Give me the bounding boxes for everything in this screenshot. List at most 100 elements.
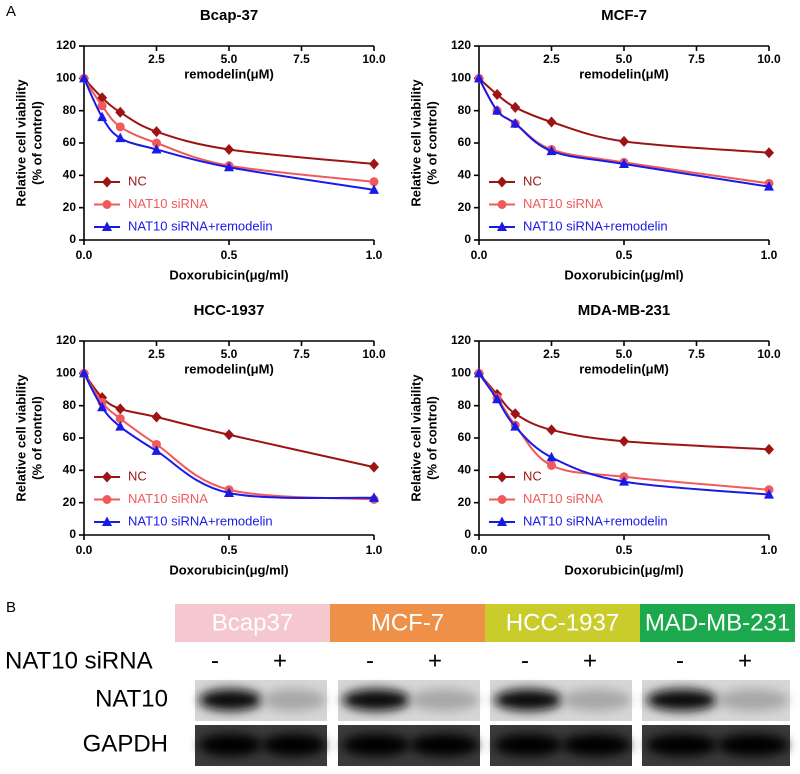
legend-marker — [497, 176, 507, 188]
x-axis-label: Doxorubicin(μg/ml) — [169, 562, 288, 577]
blot-band — [410, 734, 479, 756]
x-axis-label: Doxorubicin(μg/ml) — [564, 267, 683, 282]
data-point — [619, 158, 629, 169]
legend-marker — [102, 495, 112, 504]
x-tick-label: 0.0 — [471, 543, 488, 557]
x-axis-label: Doxorubicin(μg/ml) — [564, 562, 683, 577]
row-label: NAT10 — [95, 685, 168, 712]
x2-tick-label: 5.0 — [221, 52, 238, 66]
cell-line-label: HCC-1937 — [506, 609, 619, 636]
y-tick-label: 120 — [451, 333, 471, 347]
chart-title: MCF-7 — [601, 7, 647, 24]
x-axis-label: Doxorubicin(μg/ml) — [169, 267, 288, 282]
x2-tick-label: 7.5 — [688, 52, 705, 66]
y-tick-label: 40 — [458, 168, 472, 182]
data-point — [369, 492, 379, 502]
data-point — [115, 106, 126, 118]
legend-marker — [102, 176, 112, 188]
data-point — [492, 393, 503, 404]
y-tick-label: 100 — [56, 71, 76, 85]
y-tick-label: 60 — [63, 135, 77, 149]
data-point — [510, 118, 521, 128]
legend-marker — [497, 495, 507, 504]
y-tick-label: 20 — [63, 495, 77, 509]
legend-marker — [497, 221, 507, 231]
data-point — [510, 421, 521, 431]
x2-tick-label: 5.0 — [221, 347, 238, 361]
data-point — [115, 414, 125, 424]
y-axis-label: Relative cell viability — [408, 79, 423, 207]
data-point — [764, 147, 774, 159]
blot-band — [717, 734, 789, 756]
y-axis-label: (% of control) — [424, 101, 439, 185]
blot-band — [342, 734, 411, 756]
x-tick-label: 0.5 — [221, 248, 238, 262]
x-tick-label: 1.0 — [761, 543, 778, 557]
treatment-sign: + — [273, 647, 287, 674]
treatment-sign: + — [583, 647, 597, 674]
x2-tick-label: 10.0 — [362, 347, 386, 361]
data-point — [547, 460, 556, 470]
data-point — [152, 138, 161, 148]
y-tick-label: 80 — [458, 398, 472, 412]
y-axis-label: (% of control) — [29, 101, 44, 185]
legend-marker — [102, 471, 112, 483]
x2-tick-label: 10.0 — [757, 52, 781, 66]
blot-band — [562, 734, 631, 756]
x-tick-label: 0.5 — [616, 543, 633, 557]
data-point — [115, 122, 125, 132]
panel-label: A — [6, 3, 16, 20]
x2-tick-label: 2.5 — [148, 52, 165, 66]
y-tick-label: 40 — [63, 463, 77, 477]
data-point — [510, 101, 521, 113]
y-tick-label: 80 — [458, 103, 472, 117]
legend-label: NAT10 siRNA+remodelin — [523, 513, 668, 528]
cell-line-label: Bcap37 — [212, 609, 293, 636]
legend-label: NC — [523, 468, 542, 483]
x2-tick-label: 7.5 — [293, 347, 310, 361]
y-tick-label: 60 — [458, 135, 472, 149]
y-tick-label: 120 — [56, 38, 76, 52]
data-point — [369, 184, 379, 194]
blot-band — [494, 734, 563, 756]
data-point — [97, 101, 107, 111]
data-point — [115, 421, 126, 431]
data-point — [224, 161, 234, 172]
data-point — [546, 145, 557, 156]
y-tick-label: 60 — [458, 430, 472, 444]
y-tick-label: 80 — [63, 103, 77, 117]
data-point — [474, 367, 484, 378]
data-point — [764, 443, 774, 455]
blot-band — [198, 689, 263, 711]
legend-label: NAT10 siRNA+remodelin — [523, 218, 668, 233]
legend-label: NC — [128, 468, 147, 483]
data-point — [369, 461, 379, 473]
y-tick-label: 100 — [451, 366, 471, 380]
data-point — [151, 126, 162, 138]
treatment-sign: + — [738, 647, 752, 674]
blot-band — [262, 689, 326, 711]
legend-marker — [497, 200, 507, 209]
y-axis-label: Relative cell viability — [408, 374, 423, 502]
data-point — [369, 177, 379, 187]
x-tick-label: 0.0 — [471, 248, 488, 262]
legend-marker — [102, 200, 112, 209]
cell-line-header — [175, 604, 330, 642]
y-tick-label: 20 — [458, 495, 472, 509]
x2-tick-label: 10.0 — [362, 52, 386, 66]
y-tick-label: 20 — [63, 200, 77, 214]
data-point — [546, 116, 557, 128]
data-point — [546, 424, 557, 436]
legend-label: NAT10 siRNA — [523, 491, 603, 506]
legend-label: NAT10 siRNA+remodelin — [128, 513, 273, 528]
data-point — [151, 411, 162, 423]
blot-band — [198, 734, 263, 756]
data-point — [224, 143, 234, 155]
data-point — [224, 429, 234, 441]
data-point — [619, 135, 629, 147]
legend-marker — [497, 516, 507, 526]
data-point — [619, 476, 629, 486]
cell-line-label: MAD-MB-231 — [645, 609, 790, 636]
legend-label: NAT10 siRNA — [523, 196, 603, 211]
